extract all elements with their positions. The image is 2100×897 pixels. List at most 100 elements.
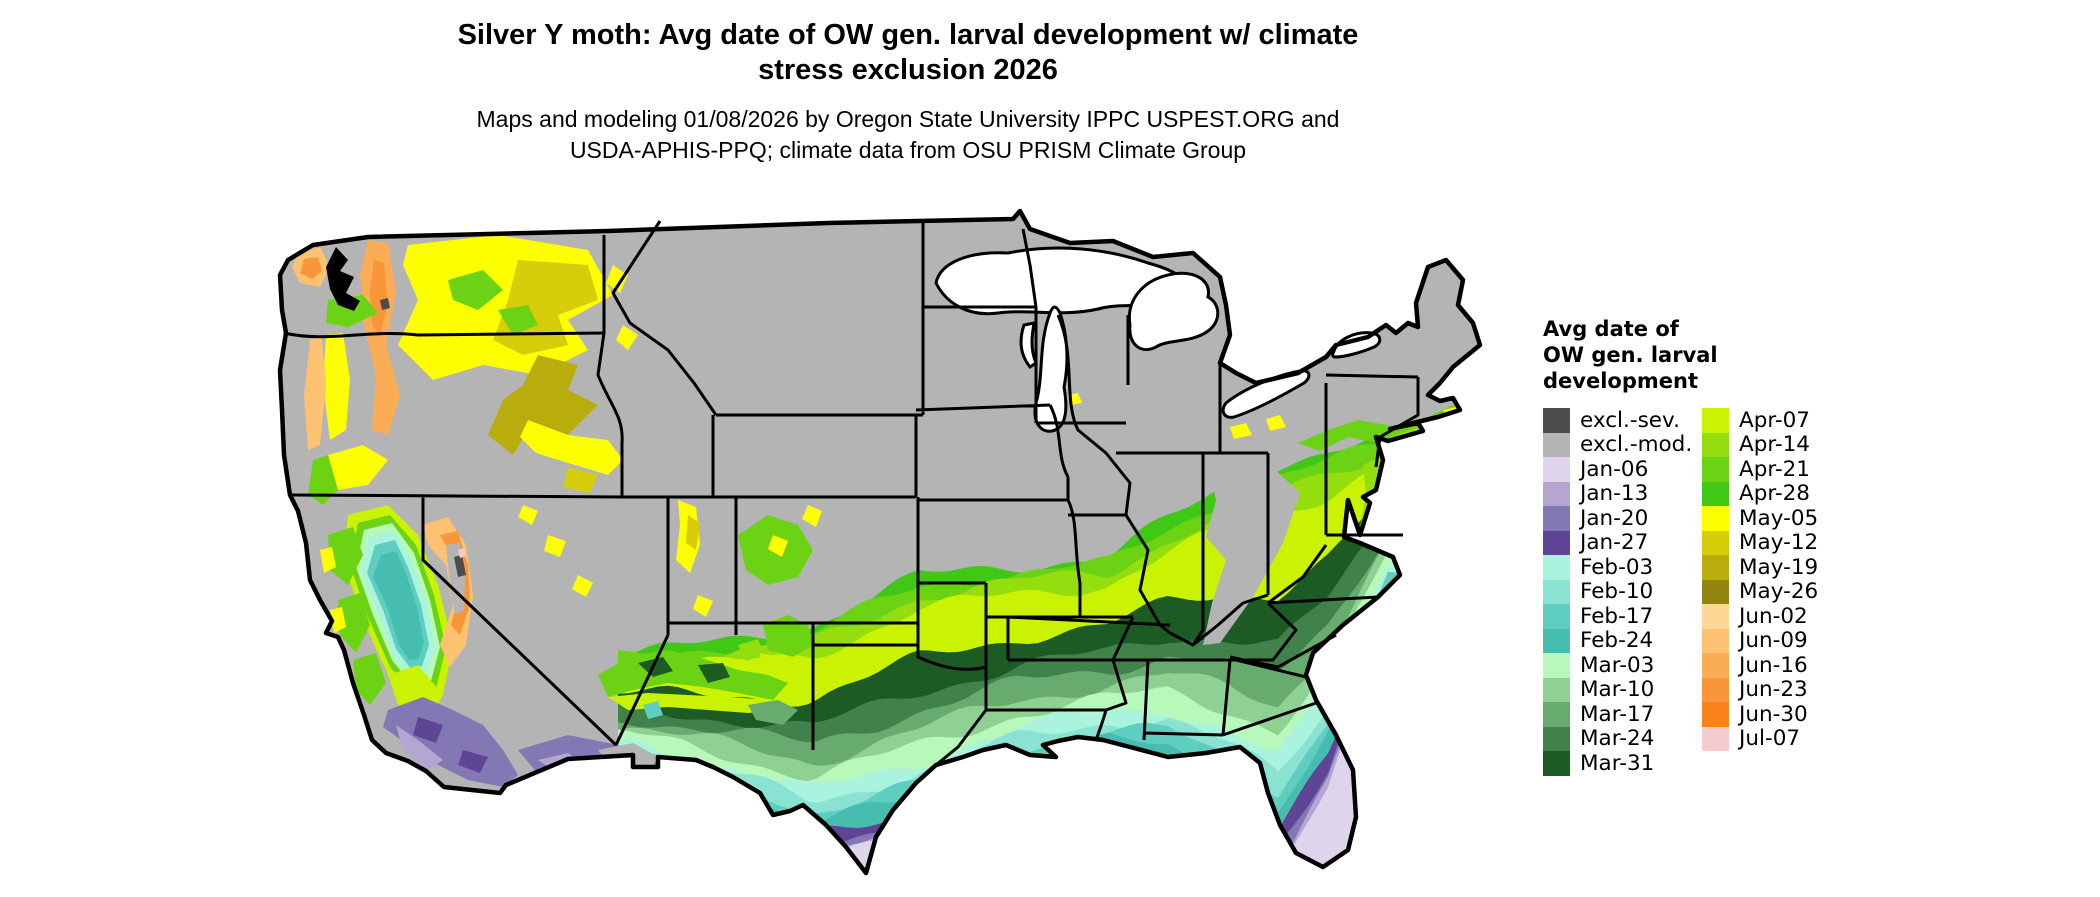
feature-May-12: [563, 467, 598, 493]
feature-May-05: [693, 595, 713, 617]
feature-May-05: [1230, 423, 1252, 439]
legend-swatch: [1702, 506, 1729, 531]
feature-Jun-23: [300, 257, 322, 279]
legend-row: Apr-21: [1702, 457, 1818, 482]
legend-swatch: [1702, 677, 1729, 702]
feature-Apr-21: [448, 270, 503, 310]
feature-Jun-09: [304, 337, 326, 450]
legend-row: Jan-20: [1543, 506, 1692, 531]
feature-Apr-21: [328, 527, 363, 585]
feature-May-05: [323, 333, 350, 440]
legend-row: Mar-17: [1543, 702, 1692, 727]
feature-May-05: [606, 265, 628, 293]
legend-row: May-12: [1702, 530, 1818, 555]
legend-swatch: [1702, 604, 1729, 629]
legend-swatch: [1702, 408, 1729, 433]
feature-Feb-17: [643, 701, 663, 719]
legend-row: Mar-03: [1543, 653, 1692, 678]
legend-swatch: [1543, 432, 1570, 457]
legend-row: Jun-16: [1702, 653, 1818, 678]
legend-row: Mar-24: [1543, 726, 1692, 751]
feature-Mar-31: [698, 663, 730, 683]
legend-swatch: [1702, 702, 1729, 727]
feature-Apr-21: [763, 615, 813, 657]
subtitle-line-1: Maps and modeling 01/08/2026 by Oregon S…: [476, 106, 1340, 132]
feature-Jan-13: [396, 725, 443, 770]
feature-May-05: [320, 547, 336, 573]
feature-Apr-21: [353, 653, 386, 705]
legend-row: excl.-sev.: [1543, 408, 1692, 433]
legend-swatch: [1543, 481, 1570, 506]
legend-row: May-26: [1702, 579, 1818, 604]
legend-row: Jun-09: [1702, 628, 1818, 653]
feature-Jan-06: [1258, 871, 1272, 873]
feature-Mar-31: [638, 657, 673, 677]
feature-Jan-27: [458, 750, 488, 773]
legend-row: Feb-10: [1543, 579, 1692, 604]
legend-swatch: [1702, 555, 1729, 580]
feature-Jan-06: [388, 766, 404, 779]
legend-row: Feb-03: [1543, 555, 1692, 580]
feature-May-05: [328, 445, 388, 490]
legend-row: Jun-02: [1702, 604, 1818, 629]
legend-row: Jan-13: [1543, 481, 1692, 506]
legend-row: Apr-28: [1702, 481, 1818, 506]
legend-swatch: [1702, 432, 1729, 457]
feature-May-05: [802, 505, 822, 527]
feature-excl.-sev.: [380, 298, 390, 310]
feature-May-12: [686, 515, 700, 550]
legend-row: Jan-06: [1543, 457, 1692, 482]
legend-swatch: [1543, 555, 1570, 580]
legend-row: Feb-17: [1543, 604, 1692, 629]
feature-May-19: [488, 355, 598, 455]
legend-swatch: [1702, 653, 1729, 678]
legend-row: Jul-07: [1702, 726, 1818, 751]
feature-Apr-14: [738, 639, 764, 661]
state-borders: [283, 220, 1420, 767]
feature-May-05: [330, 607, 346, 633]
feature-Jun-16: [360, 240, 400, 435]
feature-Apr-21: [308, 455, 338, 505]
feature-excl.-mod.: [663, 761, 698, 787]
feature-Jan-06: [408, 772, 424, 785]
band-Jan-06: [618, 618, 1480, 873]
lake-huron: [1127, 271, 1220, 351]
map-legend: Avg date of OW gen. larval development e…: [1543, 316, 1903, 788]
feature-Jun-23: [370, 260, 388, 335]
feature-May-05: [572, 575, 593, 597]
feature-Jul-07: [458, 548, 466, 558]
legend-row: May-05: [1702, 506, 1818, 531]
legend-row: Apr-14: [1702, 432, 1818, 457]
legend-row: Mar-31: [1543, 751, 1692, 776]
feature-Feb-24: [373, 551, 424, 660]
legend-columns: excl.-sev. excl.-mod. Jan-06 Jan-13 Jan-…: [1543, 408, 1903, 788]
puget-sound-water: [326, 247, 360, 311]
legend-row: Jan-27: [1543, 530, 1692, 555]
subtitle-line-2: USDA-APHIS-PPQ; climate data from OSU PR…: [569, 137, 1247, 163]
legend-swatch: [1702, 726, 1729, 751]
title-line-2: stress exclusion 2026: [758, 54, 1058, 86]
legend-row: Jun-30: [1702, 702, 1818, 727]
us-map: [268, 205, 1548, 892]
feature-May-05: [520, 420, 623, 475]
legend-swatch: [1543, 530, 1570, 555]
feature-May-05: [616, 325, 638, 350]
legend-swatch: [1702, 481, 1729, 506]
title-line-1: Silver Y moth: Avg date of OW gen. larva…: [457, 19, 1359, 51]
feature-Mar-17: [748, 700, 798, 725]
feature-Apr-21: [1298, 405, 1463, 451]
legend-swatch: [1543, 751, 1570, 776]
feature-May-05: [544, 535, 566, 557]
legend-swatch: [1702, 579, 1729, 604]
legend-row: May-19: [1702, 555, 1818, 580]
legend-row: Apr-07: [1702, 408, 1818, 433]
legend-title: Avg date of OW gen. larval development: [1543, 317, 1718, 393]
legend-swatch: [1543, 628, 1570, 653]
feature-Apr-21: [338, 593, 370, 653]
legend-swatch: [1543, 726, 1570, 751]
legend-swatch: [1543, 604, 1570, 629]
legend-swatch: [1543, 506, 1570, 531]
us-map-svg: [277, 208, 1483, 876]
great-lakes: [934, 246, 1382, 433]
